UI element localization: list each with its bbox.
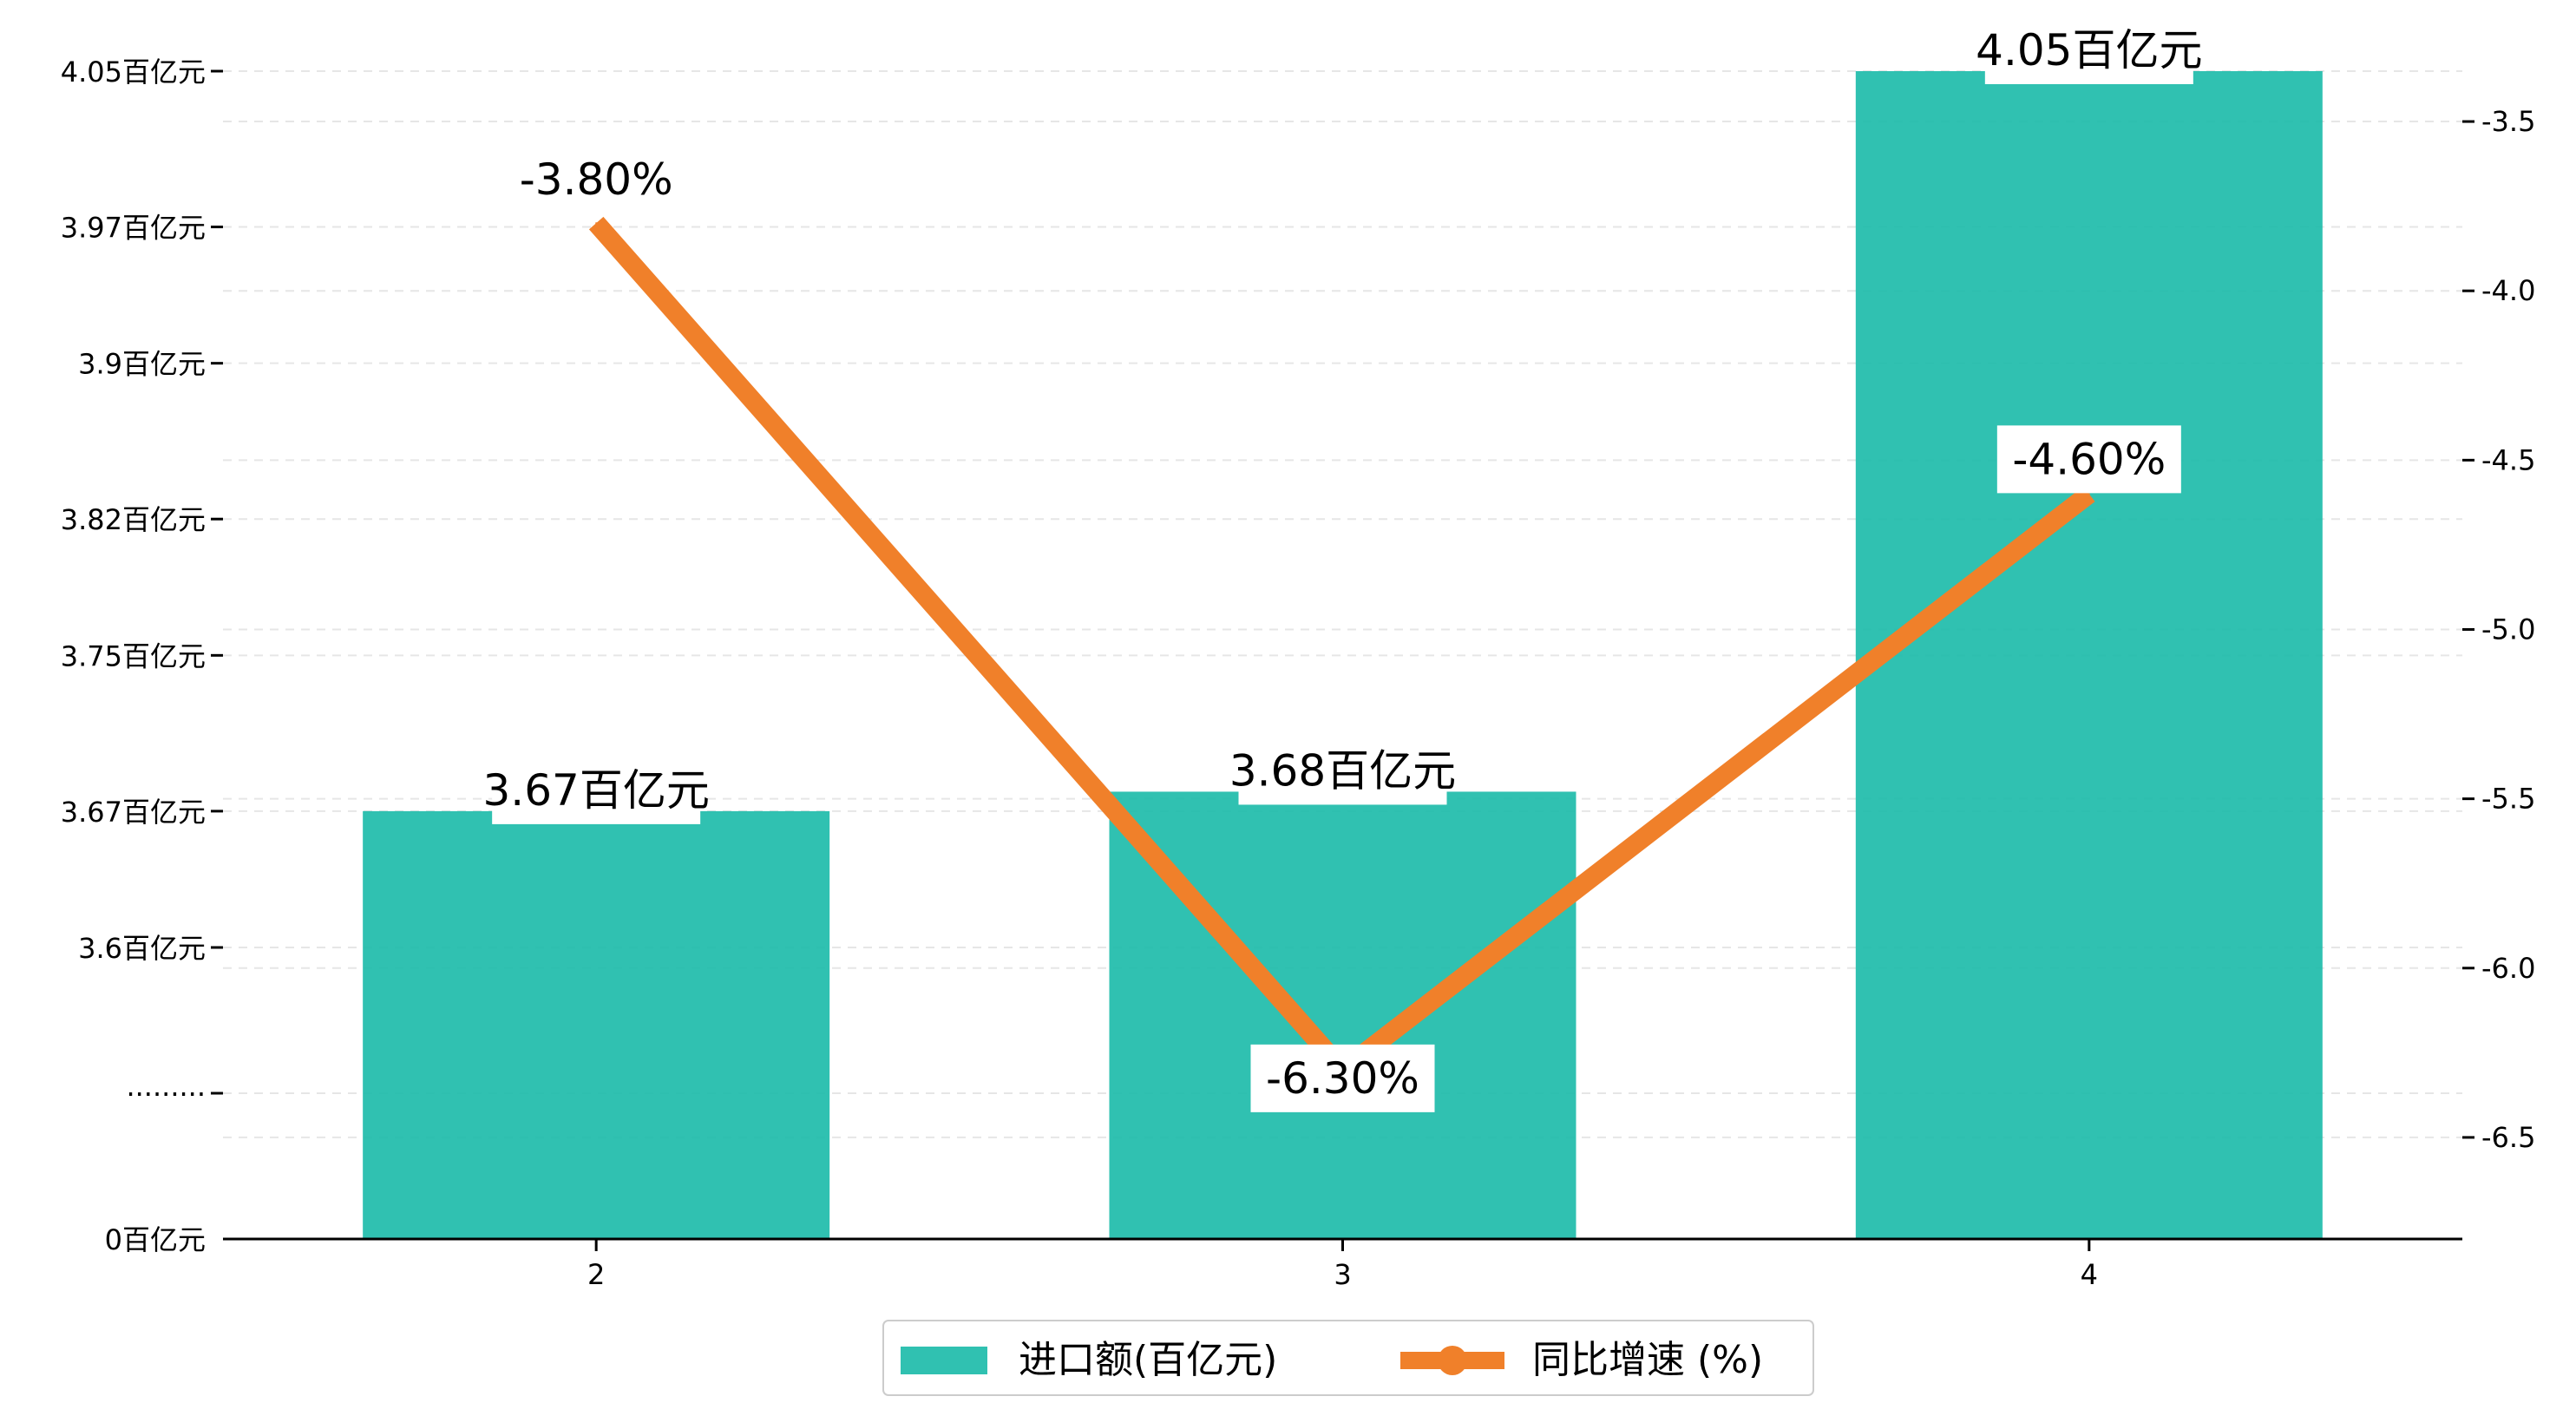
line-value-label: -4.60% [2012, 434, 2166, 484]
bar-value-label: 3.68百亿元 [1229, 745, 1456, 796]
line-value-label: -6.30% [1266, 1053, 1419, 1104]
x-tick-label: 3 [1334, 1258, 1351, 1291]
axes: 0百亿元 ········· 3.6百亿元 3.67百亿元 3.75百亿元 3.82百亿元… [61, 56, 2536, 1291]
left-tick-label: 3.82百亿元 [61, 503, 206, 536]
growth-point-2 [595, 222, 598, 225]
left-tick-label: ········· [126, 1078, 206, 1111]
left-tick-label: 3.67百亿元 [61, 796, 206, 829]
right-tick-label: -4.0 [2481, 274, 2535, 307]
legend-label-line: 同比增速 (%) [1532, 1338, 1763, 1382]
legend: 进口额(百亿元) 同比增速 (%) [882, 1320, 1814, 1396]
right-tick-label: -6.5 [2481, 1121, 2535, 1154]
bar-series [363, 71, 2323, 1239]
legend-swatch-marker [1438, 1346, 1467, 1375]
bar-value-label-box [1238, 737, 1447, 805]
line-value-label-box [1250, 1044, 1435, 1112]
bar-value-label: 4.05百亿元 [1976, 25, 2202, 75]
left-tick-label: 3.6百亿元 [78, 932, 206, 965]
right-tick-label: -4.5 [2481, 443, 2535, 476]
bar-value-label-box [1984, 16, 2193, 84]
data-labels: 3.67百亿元 3.68百亿元 4.05百亿元 -3.80% -6.30% -4.60% [483, 16, 2202, 1112]
line-value-label: -3.80% [520, 154, 673, 205]
bar-2 [363, 810, 830, 1239]
bar-value-label: 3.67百亿元 [483, 765, 710, 816]
left-tick-label: 3.9百亿元 [78, 348, 206, 381]
x-tick-label: 4 [2081, 1258, 2098, 1291]
left-tick-label: 0百亿元 [105, 1223, 206, 1256]
x-tick-label: 2 [587, 1258, 605, 1291]
bar-value-label-box [492, 756, 701, 824]
line-value-label-box [504, 146, 689, 214]
legend-label-bar: 进口额(百亿元) [1019, 1338, 1277, 1382]
right-tick-label: -5.0 [2481, 613, 2535, 646]
bar-3 [1109, 791, 1576, 1239]
right-tick-label: -6.0 [2481, 952, 2535, 985]
left-tick-label: 4.05百亿元 [61, 56, 206, 88]
left-tick-label: 3.75百亿元 [61, 639, 206, 672]
right-tick-label: -3.5 [2481, 105, 2535, 138]
left-tick-label: 3.97百亿元 [61, 212, 206, 245]
right-tick-label: -5.5 [2481, 783, 2535, 816]
line-value-label-box [1996, 425, 2181, 494]
growth-point-4 [2088, 493, 2090, 495]
bar-4 [1855, 71, 2323, 1239]
legend-swatch-bar [901, 1347, 987, 1374]
legend-box [882, 1320, 1814, 1396]
